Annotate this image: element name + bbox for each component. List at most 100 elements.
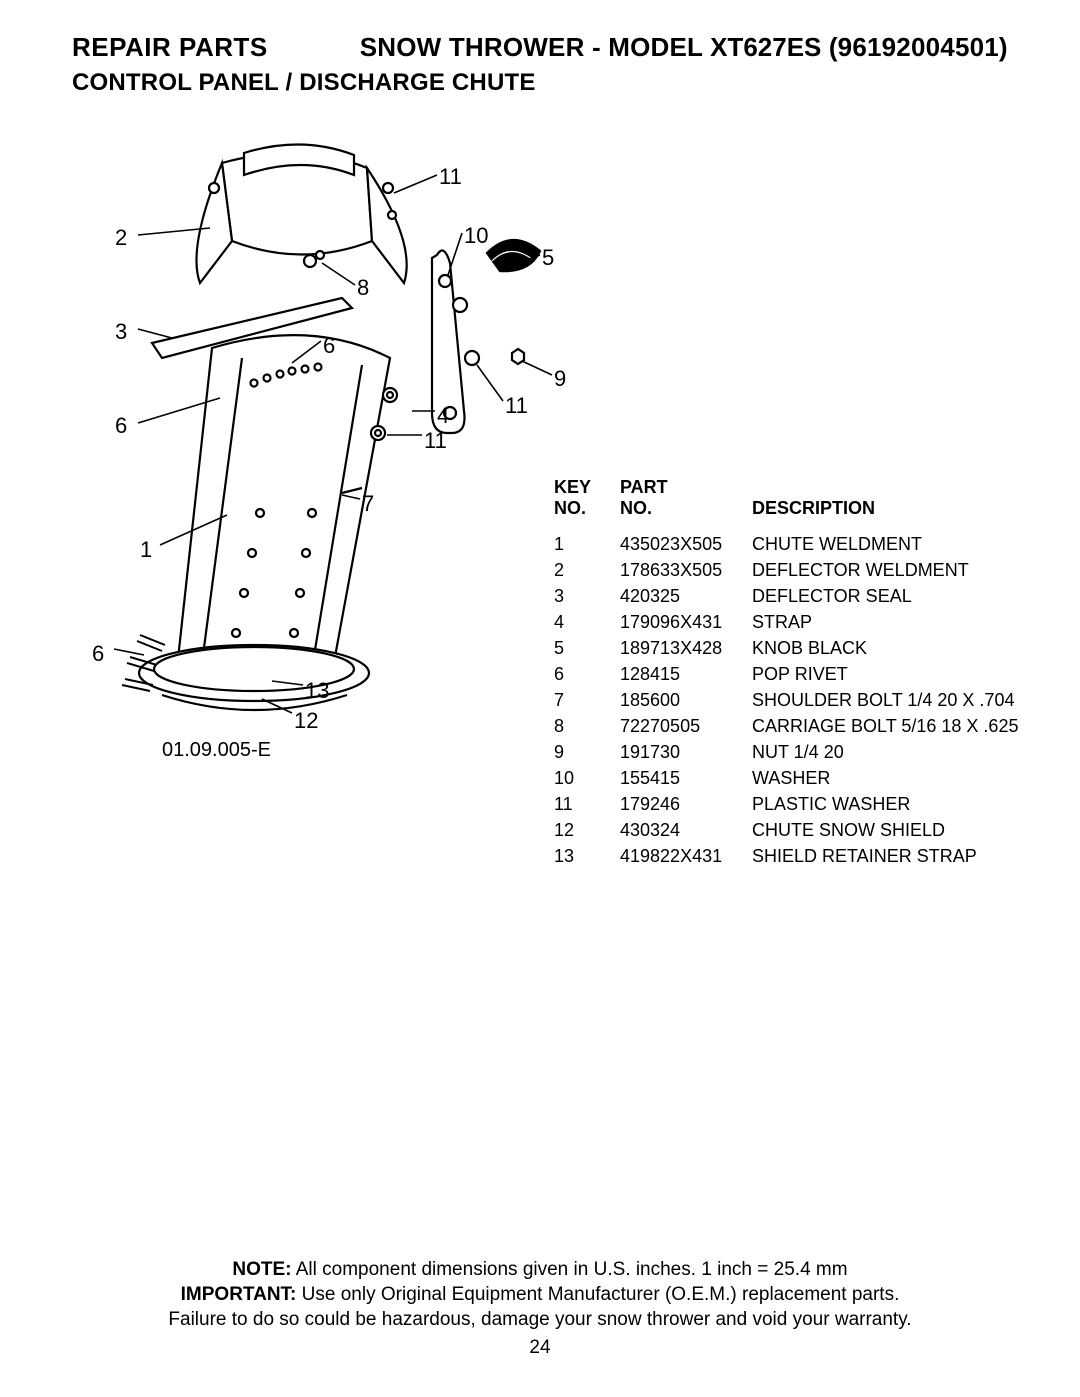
cell-part: 435023X505 [620,533,750,557]
cell-desc: SHIELD RETAINER STRAP [752,845,1080,869]
callout-label: 8 [357,275,369,301]
page: REPAIR PARTS SNOW THROWER - MODEL XT627E… [0,0,1080,1397]
model-prefix: SNOW THROWER - MODEL [360,32,710,62]
page-number: 24 [0,1336,1080,1361]
note-label: NOTE: [232,1259,291,1280]
table-row: 5189713X428KNOB BLACK [554,637,1080,661]
diagram-caption: 01.09.005-E [162,739,271,762]
model-code: XT627ES [710,32,821,62]
table-row: 9191730NUT 1/4 20 [554,741,1080,765]
footer-important-line: IMPORTANT: Use only Original Equipment M… [0,1283,1080,1308]
cell-part: 189713X428 [620,637,750,661]
callout-label: 1 [140,537,152,563]
cell-key: 3 [554,585,618,609]
cell-desc: CHUTE SNOW SHIELD [752,819,1080,843]
cell-desc: DEFLECTOR WELDMENT [752,559,1080,583]
model-line: SNOW THROWER - MODEL XT627ES (9619200450… [360,32,1008,63]
cell-key: 10 [554,767,618,791]
table-row: 11179246PLASTIC WASHER [554,793,1080,817]
table-row: 4179096X431STRAP [554,611,1080,635]
callout-label: 10 [464,223,488,249]
callout-label: 6 [92,641,104,667]
cell-key: 4 [554,611,618,635]
important-label: IMPORTANT: [181,1284,297,1305]
desc-header: DESCRIPTION [752,498,875,518]
model-suffix: (96192004501) [821,32,1007,62]
cell-key: 12 [554,819,618,843]
cell-desc: PLASTIC WASHER [752,793,1080,817]
important-text: Use only Original Equipment Manufacturer… [296,1284,899,1305]
cell-desc: STRAP [752,611,1080,635]
table-row: 6128415POP RIVET [554,663,1080,687]
table-row: 3420325DEFLECTOR SEAL [554,585,1080,609]
cell-key: 11 [554,793,618,817]
footer-note-line: NOTE: All component dimensions given in … [0,1258,1080,1283]
part-header-l2: NO. [620,498,652,518]
callout-label: 2 [115,225,127,251]
cell-key: 13 [554,845,618,869]
table-row: 1435023X505CHUTE WELDMENT [554,533,1080,557]
cell-part: 155415 [620,767,750,791]
cell-part: 72270505 [620,715,750,739]
footer-line-3: Failure to do so could be hazardous, dam… [0,1308,1080,1333]
cell-desc: WASHER [752,767,1080,791]
callout-label: 11 [505,393,528,419]
cell-part: 179096X431 [620,611,750,635]
header-line-1: REPAIR PARTS SNOW THROWER - MODEL XT627E… [72,32,1008,63]
subtitle: CONTROL PANEL / DISCHARGE CHUTE [72,69,1008,97]
table-row: 12430324CHUTE SNOW SHIELD [554,819,1080,843]
callout-label: 13 [305,678,329,704]
col-header-part: PART NO. [620,475,750,531]
table-row: 13419822X431SHIELD RETAINER STRAP [554,845,1080,869]
cell-key: 6 [554,663,618,687]
callout-label: 12 [294,708,318,734]
callout-label: 6 [115,413,127,439]
cell-part: 420325 [620,585,750,609]
callout-label: 3 [115,319,127,345]
cell-key: 1 [554,533,618,557]
cell-part: 179246 [620,793,750,817]
cell-part: 128415 [620,663,750,687]
cell-desc: CARRIAGE BOLT 5/16 18 X .625 [752,715,1080,739]
cell-desc: CHUTE WELDMENT [752,533,1080,557]
callout-label: 7 [362,491,374,517]
content-area: 01.09.005-E 11210583691164117161312 KEY … [72,133,1008,833]
key-header-l2: NO. [554,498,586,518]
repair-parts-title: REPAIR PARTS [72,32,268,63]
col-header-desc: DESCRIPTION [752,475,1080,531]
key-header-l1: KEY [554,477,591,497]
parts-table: KEY NO. PART NO. DESCRIPTION 1435023X505… [552,473,1080,871]
exploded-diagram: 01.09.005-E 11210583691164117161312 [92,133,572,783]
cell-desc: SHOULDER BOLT 1/4 20 X .704 [752,689,1080,713]
header: REPAIR PARTS SNOW THROWER - MODEL XT627E… [72,32,1008,97]
callout-label: 4 [437,403,449,429]
cell-desc: KNOB BLACK [752,637,1080,661]
cell-key: 8 [554,715,618,739]
cell-desc: NUT 1/4 20 [752,741,1080,765]
table-row: 872270505CARRIAGE BOLT 5/16 18 X .625 [554,715,1080,739]
callout-label: 5 [542,245,554,271]
col-header-key: KEY NO. [554,475,618,531]
cell-key: 9 [554,741,618,765]
cell-key: 2 [554,559,618,583]
callout-label: 6 [323,333,335,359]
cell-part: 191730 [620,741,750,765]
cell-part: 419822X431 [620,845,750,869]
cell-part: 185600 [620,689,750,713]
parts-table-body: 1435023X505CHUTE WELDMENT2178633X505DEFL… [554,533,1080,869]
note-text: All component dimensions given in U.S. i… [292,1259,848,1280]
cell-key: 5 [554,637,618,661]
callout-label: 11 [424,428,447,454]
table-row: 10155415WASHER [554,767,1080,791]
cell-part: 430324 [620,819,750,843]
part-header-l1: PART [620,477,668,497]
diagram-svg [92,133,572,783]
callout-label: 9 [554,366,566,392]
cell-desc: DEFLECTOR SEAL [752,585,1080,609]
table-row: 7185600SHOULDER BOLT 1/4 20 X .704 [554,689,1080,713]
table-row: 2178633X505DEFLECTOR WELDMENT [554,559,1080,583]
table-header-row: KEY NO. PART NO. DESCRIPTION [554,475,1080,531]
cell-desc: POP RIVET [752,663,1080,687]
callout-label: 11 [439,164,462,190]
cell-key: 7 [554,689,618,713]
